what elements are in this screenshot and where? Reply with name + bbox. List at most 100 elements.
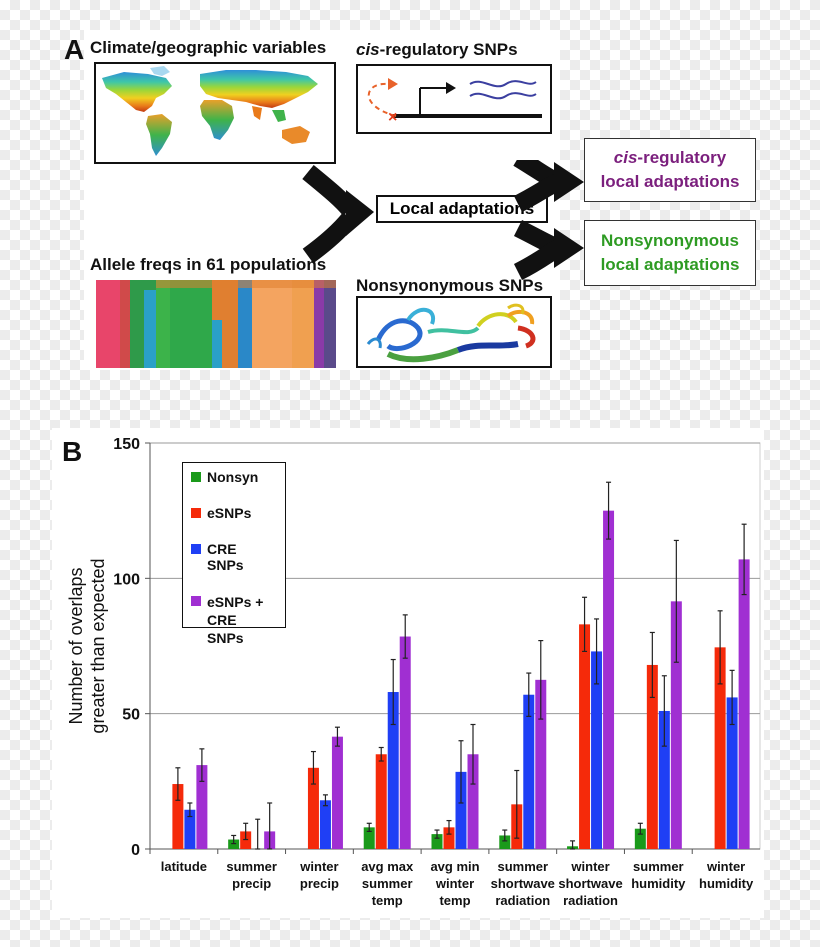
bar-esnps-cre-snps: [196, 765, 208, 849]
x-tick-label: radiation: [563, 893, 618, 908]
svg-text:×: ×: [388, 109, 397, 126]
x-tick-label: summer: [497, 859, 548, 874]
bar-nonsyn: [228, 839, 240, 849]
nonsyn-output-line2: local adaptations: [600, 255, 740, 274]
protein-structure-image: [366, 303, 536, 363]
bar-nonsyn: [634, 828, 646, 849]
x-tick-label: shortwave: [491, 876, 555, 891]
world-map-image: [102, 66, 318, 156]
cis-regulatory-adaptations-box: cis-regulatory local adaptations: [584, 138, 756, 202]
x-tick-label: avg max: [361, 859, 414, 874]
legend-label-cre-snps: CRE SNPs: [207, 541, 244, 573]
cis-output-line2: local adaptations: [600, 172, 740, 191]
split-arrow-bottom-b: [513, 240, 563, 281]
bar-esnps: [240, 831, 252, 849]
climate-variables-label: Climate/geographic variables: [90, 38, 327, 57]
gene-regulation-icon: ×: [367, 78, 542, 126]
x-tick-label: precip: [300, 876, 339, 891]
bar-esnps: [443, 827, 455, 849]
structure-plot-image: [96, 280, 336, 368]
x-tick-label: humidity: [699, 876, 754, 891]
bar-esnps-cre-snps: [399, 636, 411, 849]
bar-esnps: [172, 784, 184, 849]
y-tick-label: 150: [113, 436, 140, 453]
local-adaptations-box: Local adaptations: [376, 195, 548, 223]
chart-legend: Nonsyn eSNPs CRE SNPs eSNPs + CRE SNPs: [182, 462, 286, 646]
bar-esnps-cre-snps: [331, 736, 343, 849]
bar-cre-snps: [726, 697, 738, 849]
bar-nonsyn: [499, 835, 511, 849]
x-tick-label: temp: [372, 893, 403, 908]
legend-item-combined: eSNPs + CRE SNPs: [191, 593, 277, 647]
bar-esnps-cre-snps: [603, 510, 615, 849]
legend-label-combined-line1: eSNPs +: [207, 594, 264, 610]
panel-a-letter: A: [64, 34, 85, 65]
x-tick-label: summer: [362, 876, 413, 891]
y-tick-label: 100: [113, 571, 140, 588]
nonsynonymous-label: Nonsynonymous SNPs: [356, 276, 544, 295]
nonsyn-output-line1: Nonsynonymous: [601, 231, 739, 250]
allele-frequency-plot: [96, 280, 336, 368]
bar-esnps-cre-snps: [535, 679, 547, 849]
legend-item-nonsyn: Nonsyn: [191, 469, 277, 485]
cis-regulatory-diagram: ×: [356, 64, 552, 134]
cis-rest-text: -regulatory SNPs: [379, 40, 518, 59]
bar-cre-snps: [591, 651, 603, 849]
y-tick-label: 0: [131, 842, 140, 859]
legend-label-combined-line2: CRE SNPs: [207, 612, 244, 646]
x-tick-label: winter: [435, 876, 474, 891]
x-tick-label: winter: [706, 859, 745, 874]
flow-arrows: [302, 160, 584, 281]
merge-arrow-top: [302, 165, 358, 216]
bar-esnps-cre-snps: [670, 601, 682, 849]
climate-map: [94, 62, 336, 164]
merge-arrowhead: [346, 190, 374, 236]
x-tick-label: radiation: [495, 893, 550, 908]
bar-nonsyn: [431, 834, 443, 849]
legend-item-cre-snps: CRE SNPs: [191, 541, 277, 573]
merge-arrow-bottom: [302, 212, 358, 264]
legend-swatch-cre-snps: [191, 544, 201, 554]
legend-label-nonsyn: Nonsyn: [207, 469, 259, 485]
bar-cre-snps: [523, 694, 535, 849]
bar-esnps-cre-snps: [738, 559, 750, 849]
bar-esnps: [714, 647, 726, 849]
bar-cre-snps: [319, 800, 331, 849]
y-axis-label-line2: greater than expected: [88, 558, 108, 733]
bar-esnps-cre-snps: [467, 754, 479, 849]
legend-label-combined: eSNPs + CRE SNPs: [207, 593, 277, 647]
y-axis-label-line1: Number of overlaps: [66, 567, 86, 724]
x-tick-label: winter: [570, 859, 609, 874]
legend-label-esnps: eSNPs: [207, 505, 252, 521]
x-tick-label: winter: [299, 859, 338, 874]
protein-structure-box: [356, 296, 552, 368]
split-arrowhead-top: [554, 162, 584, 202]
bar-cre-snps: [658, 710, 670, 849]
legend-item-esnps: eSNPs: [191, 505, 277, 521]
x-tick-label: latitude: [161, 859, 207, 874]
x-tick-label: avg min: [430, 859, 479, 874]
x-tick-label: summer: [633, 859, 684, 874]
bar-esnps: [375, 754, 387, 849]
bar-esnps: [307, 767, 319, 849]
x-tick-label: temp: [439, 893, 470, 908]
cis-output-rest: -regulatory: [637, 148, 727, 167]
bar-esnps: [646, 664, 658, 849]
allele-freq-label: Allele freqs in 61 populations: [90, 255, 327, 274]
legend-swatch-combined: [191, 596, 201, 606]
overlap-bar-chart: 0 50 100 150 Number of overlaps greater than …: [66, 436, 761, 908]
legend-swatch-nonsyn: [191, 472, 201, 482]
bar-cre-snps: [184, 809, 196, 849]
cis-italic-text: cis: [356, 40, 380, 59]
y-tick-label: 50: [122, 707, 140, 724]
split-arrow-top-b: [513, 173, 562, 213]
nonsynonymous-adaptations-box: Nonsynonymous local adaptations: [584, 220, 756, 286]
x-tick-label: humidity: [631, 876, 686, 891]
x-tick-label: summer: [226, 859, 277, 874]
cis-output-line1: cis-regulatory: [614, 146, 726, 170]
split-arrowhead-bottom: [554, 228, 584, 268]
bar-esnps: [579, 624, 591, 849]
panel-b-letter: B: [62, 436, 83, 467]
cis-regulatory-label: cis-regulatory SNPs: [356, 40, 518, 60]
cis-output-italic: cis: [613, 148, 638, 167]
